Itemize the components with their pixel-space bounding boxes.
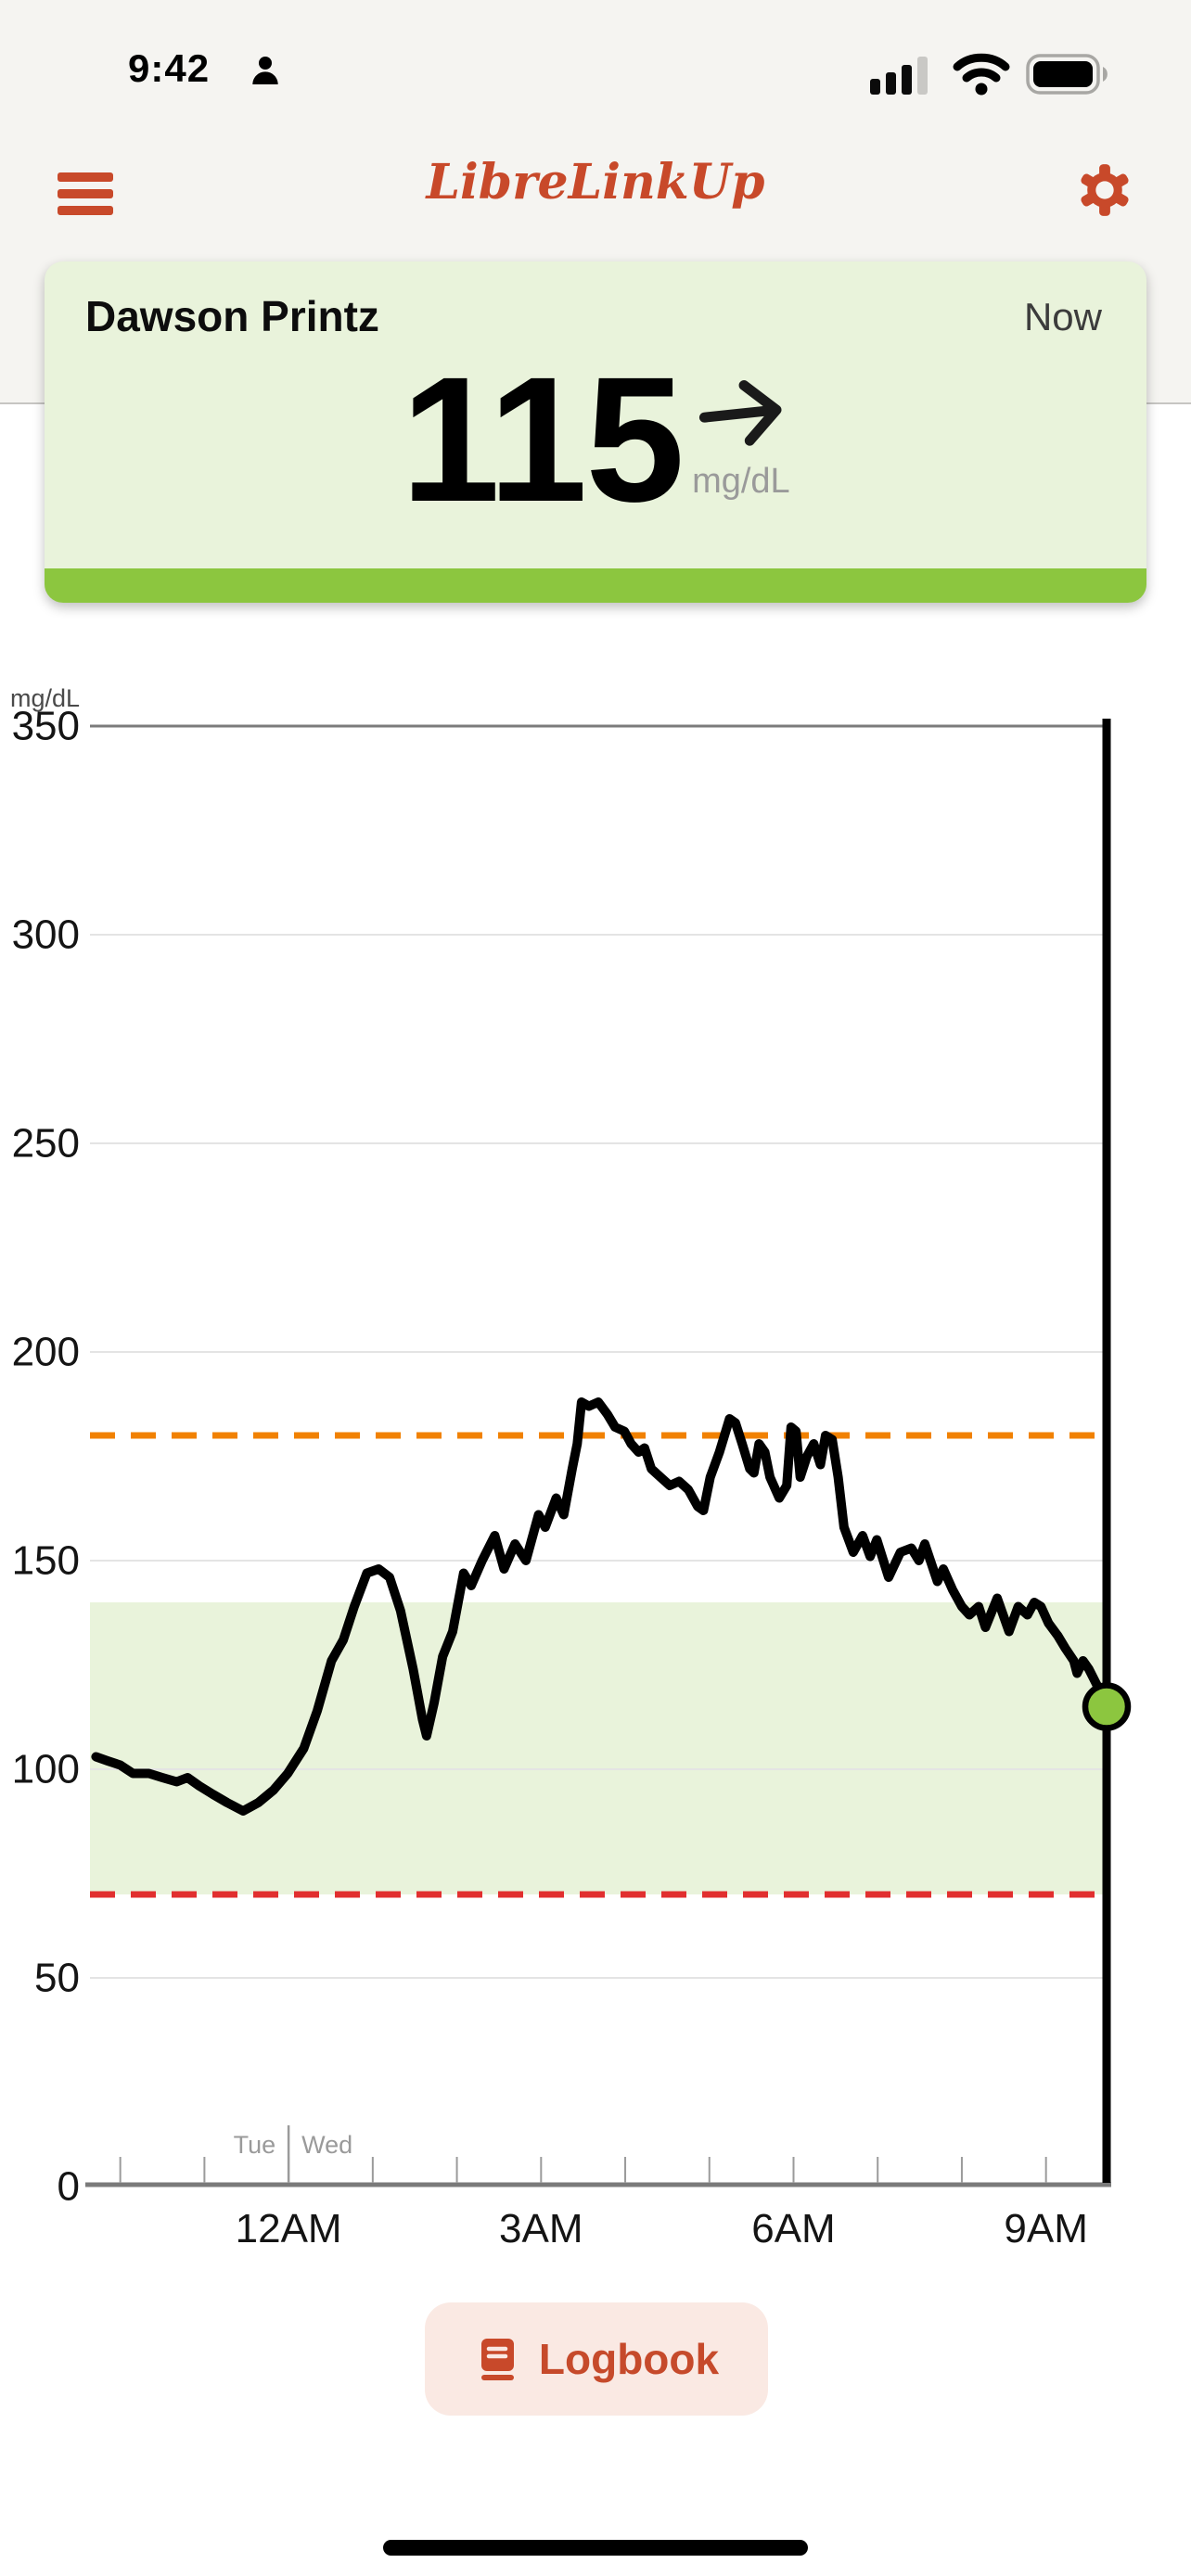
status-bar: 9:42 — [0, 45, 1191, 96]
patient-name: Dawson Printz — [85, 292, 379, 340]
y-tick-label-200: 200 — [12, 1330, 80, 1375]
settings-button[interactable] — [1078, 163, 1132, 217]
y-tick-label-0: 0 — [58, 2164, 80, 2210]
glucose-trace — [91, 1397, 1111, 1816]
x-tick-label-9AM: 9AM — [1004, 2206, 1087, 2251]
target-range-band — [90, 1602, 1107, 1894]
cellular-signal-icon — [870, 57, 928, 95]
y-tick-label-150: 150 — [12, 1538, 80, 1584]
glucose-reading: 115 mg/dL — [45, 351, 1146, 529]
x-tick-label-3AM: 3AM — [499, 2206, 583, 2251]
y-tick-label-50: 50 — [34, 1956, 80, 2001]
y-tick-label-100: 100 — [12, 1747, 80, 1792]
app-title: LibreLinkUp — [426, 154, 765, 210]
y-axis-unit-label: mg/dL — [10, 684, 80, 712]
patient-card[interactable]: Dawson Printz Now 115 mg/dL — [45, 261, 1146, 603]
logbook-button[interactable]: Logbook — [425, 2302, 768, 2416]
wifi-icon — [953, 53, 1010, 96]
in-range-status-strip — [45, 568, 1146, 603]
menu-button[interactable] — [58, 172, 113, 215]
hamburger-icon — [58, 172, 113, 182]
reading-timestamp: Now — [1023, 295, 1102, 338]
y-tick-label-350: 350 — [12, 704, 80, 749]
y-tick-label-300: 300 — [12, 912, 80, 958]
trend-steady-arrow-icon — [698, 380, 782, 446]
glucose-chart[interactable]: Tue Wed mg/dL 0 50 100 150 200 250 300 350 12AM 3AM 6… — [0, 677, 1191, 2263]
battery-icon — [1026, 54, 1108, 95]
gear-icon — [1081, 164, 1129, 216]
home-indicator[interactable] — [383, 2540, 808, 2556]
status-time: 9:42 — [128, 46, 211, 90]
day-label-right: Wed — [301, 2131, 352, 2159]
glucose-value: 115 — [401, 339, 685, 539]
glucose-unit: mg/dL — [692, 462, 790, 501]
person-icon — [252, 57, 278, 84]
x-tick-label-6AM: 6AM — [751, 2206, 835, 2251]
day-label-left: Tue — [234, 2131, 276, 2159]
logbook-label: Logbook — [538, 2335, 720, 2383]
y-tick-label-250: 250 — [12, 1121, 80, 1167]
x-tick-label-12AM: 12AM — [236, 2206, 342, 2251]
status-icons — [870, 52, 1111, 96]
book-icon — [480, 2339, 514, 2380]
current-glucose-dot — [1082, 1682, 1132, 1731]
